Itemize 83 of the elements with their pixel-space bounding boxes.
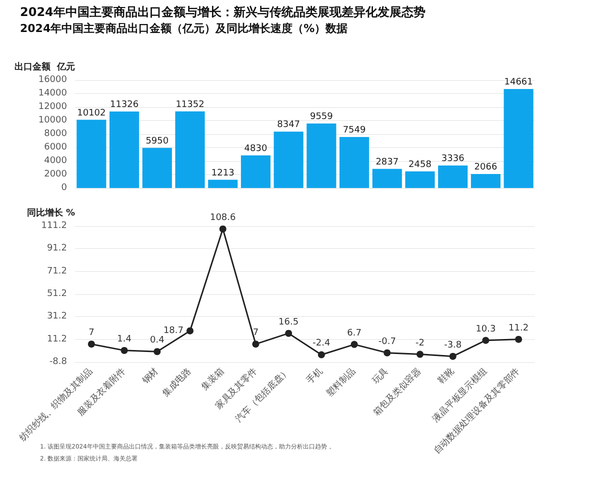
data-label: 9559	[310, 112, 334, 122]
bar	[504, 89, 534, 188]
data-label: 0.4	[150, 336, 165, 346]
data-label: 1213	[211, 168, 234, 178]
data-label: 8347	[277, 120, 300, 130]
data-label: -2	[416, 338, 424, 348]
y-axis-title: 同比增长 %	[26, 208, 75, 218]
bar	[240, 155, 270, 188]
x-tick-label: 集装箱	[200, 366, 226, 393]
y-tick-label: 111.2	[41, 221, 67, 231]
x-tick-label: 钢材	[139, 366, 161, 387]
data-label: 16.5	[278, 317, 299, 328]
y-tick-label: 8000	[44, 129, 68, 139]
chart-title: 2024年中国主要商品出口金额与增长：新兴与传统品类展现差异化发展态势	[20, 5, 426, 19]
point	[482, 336, 490, 344]
point	[285, 330, 292, 337]
data-label: -0.7	[378, 336, 396, 347]
x-tick-label: 塑料制品	[324, 366, 358, 399]
x-tick-label: 玩具	[370, 366, 391, 386]
point	[416, 350, 424, 358]
bar	[274, 132, 304, 188]
y-tick-label: 16000	[38, 75, 68, 85]
x-tick-label: 鞋靴	[436, 366, 456, 386]
point	[252, 340, 260, 348]
y-tick-label: 0	[61, 183, 68, 193]
bar	[438, 165, 468, 188]
bar	[208, 180, 238, 188]
data-label: 11326	[110, 100, 139, 110]
y-tick-label: 12000	[38, 102, 68, 112]
data-label: 11352	[176, 100, 204, 110]
data-label: 7	[88, 328, 94, 338]
y-tick-label: 91.2	[46, 244, 67, 254]
bar	[405, 171, 435, 188]
y-tick-label: 2000	[44, 170, 68, 180]
data-label: 7549	[342, 126, 366, 136]
y-tick-label: 31.2	[46, 312, 67, 322]
bar	[372, 168, 402, 188]
point	[318, 351, 325, 358]
y-tick-label: -8.8	[49, 357, 68, 367]
data-label: 6.7	[347, 328, 362, 338]
data-label: 108.6	[210, 212, 236, 223]
bar	[76, 120, 106, 188]
bar	[470, 174, 500, 188]
point	[154, 348, 161, 356]
data-label: 10102	[77, 108, 106, 118]
data-label: 11.2	[508, 323, 529, 334]
data-label: 3336	[441, 154, 465, 164]
bar	[142, 148, 172, 188]
chart-subtitle: 2024年中国主要商品出口金额（亿元）及同比增长速度（%）数据	[20, 22, 348, 35]
y-tick-label: 14000	[38, 88, 68, 98]
y-tick-label: 6000	[44, 142, 68, 152]
data-label: 4830	[244, 144, 268, 154]
point	[120, 346, 128, 354]
data-label: 2458	[408, 160, 432, 170]
point	[350, 340, 358, 348]
bar	[340, 137, 370, 188]
data-label: 1.4	[117, 334, 132, 344]
point	[449, 352, 456, 360]
x-tick-label: 手机	[304, 366, 325, 386]
point	[219, 225, 226, 232]
data-label: 14661	[504, 78, 533, 88]
data-label: 10.3	[476, 324, 496, 334]
point	[384, 349, 391, 356]
data-label: -3.8	[444, 340, 462, 350]
bar	[110, 112, 140, 188]
point	[186, 327, 194, 334]
bar	[306, 123, 336, 188]
y-tick-label: 10000	[38, 116, 68, 126]
y-tick-label: 71.2	[46, 266, 67, 276]
data-label: 7	[252, 328, 259, 338]
y-tick-label: 4000	[44, 156, 68, 166]
y-tick-label: 51.2	[46, 289, 67, 299]
data-label: 2837	[376, 157, 399, 168]
data-label: -2.4	[312, 338, 330, 349]
data-label: 18.7	[163, 326, 184, 336]
x-tick-label: 集成电路	[160, 366, 194, 399]
point	[515, 336, 522, 343]
y-tick-label: 11.2	[46, 334, 67, 344]
bar	[175, 111, 205, 188]
data-label: 5950	[146, 136, 169, 146]
point	[88, 340, 95, 348]
data-label: 2066	[474, 162, 498, 173]
y-axis-title: 出口金额 亿元	[14, 62, 75, 72]
